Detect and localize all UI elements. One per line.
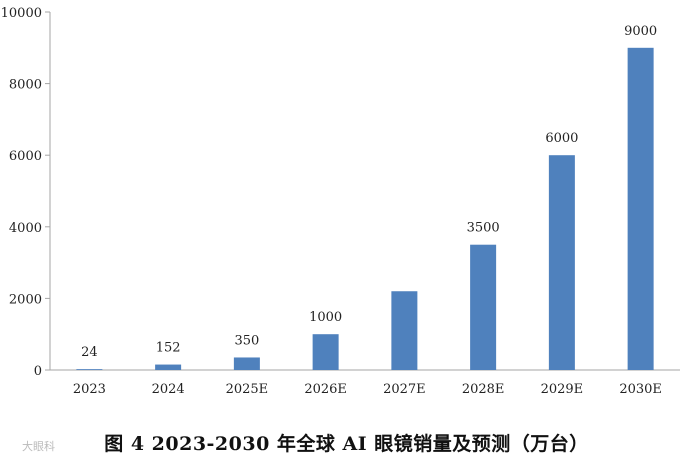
figure-caption: 图 4 2023-2030 年全球 AI 眼镜销量及预测（万台） [104,433,589,455]
bar [155,364,182,370]
y-tick-label: 8000 [9,78,42,93]
x-tick-label: 2024 [152,382,185,397]
y-tick-label: 6000 [9,149,42,164]
watermark-text: 大眼科 [22,440,55,453]
bar [470,244,497,370]
x-tick-label: 2025E [226,382,269,397]
y-tick-label: 0 [34,364,42,379]
data-label: 1000 [309,310,342,325]
bar [548,155,575,370]
x-tick-label: 2023 [73,382,106,397]
x-tick-label: 2027E [383,382,426,397]
y-tick-label: 2000 [9,292,42,307]
bar [76,369,103,370]
x-tick-label: 2028E [462,382,505,397]
data-label: 24 [81,345,98,360]
x-tick-label: 2026E [304,382,347,397]
x-tick-label: 2030E [619,382,662,397]
data-label: 152 [156,341,181,356]
data-label: 3500 [467,221,500,236]
bar-chart: 0 2000 4000 6000 8000 10000 2023 24 2024 152 2025E… [1,6,680,397]
bar [627,47,654,371]
y-tick-label: 4000 [9,221,42,236]
bar [233,357,260,370]
data-label: 6000 [545,131,578,146]
x-tick-label: 2029E [541,382,584,397]
data-label: 9000 [624,24,657,39]
bar [312,334,339,370]
data-label: 350 [234,333,259,348]
bar [391,291,418,370]
y-tick-label: 10000 [1,6,42,21]
